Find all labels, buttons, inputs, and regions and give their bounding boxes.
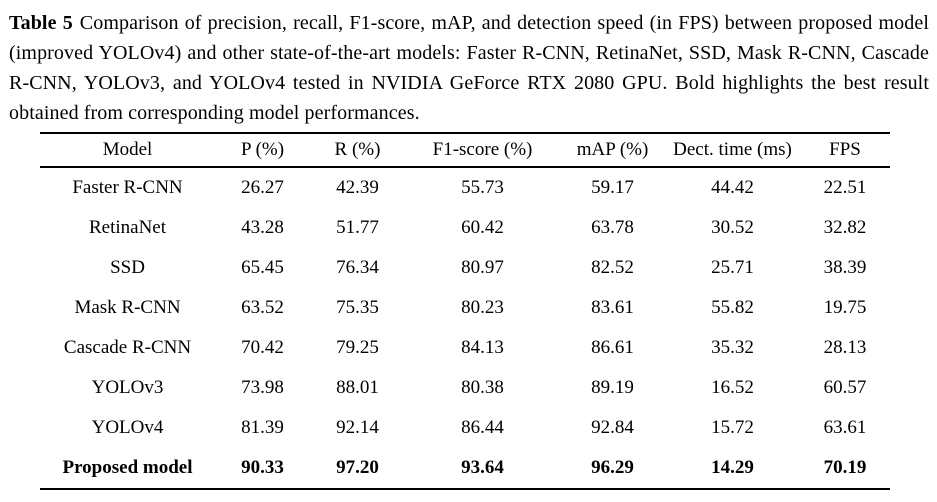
metric-value-cell: 92.14 xyxy=(336,417,379,438)
metric-value-cell: 65.45 xyxy=(241,257,284,278)
column-header-f1-score: F1-score (%) xyxy=(405,133,560,168)
metric-value-cell: 82.52 xyxy=(591,257,634,278)
column-header-precision: P (%) xyxy=(215,133,310,168)
metric-value-cell: 75.35 xyxy=(336,297,379,318)
table-caption-label: Table 5 xyxy=(9,12,73,34)
metric-value-cell: 80.23 xyxy=(461,297,504,318)
metric-value-cell: 19.75 xyxy=(823,297,867,318)
model-name-cell: YOLOv3 xyxy=(91,377,164,398)
metric-value-cell: 92.84 xyxy=(591,417,634,438)
metric-value-cell: 83.61 xyxy=(591,297,634,318)
metric-value-cell: 84.13 xyxy=(461,337,504,358)
paper-page: Table 5 Comparison of precision, recall, … xyxy=(0,0,937,490)
table-caption: Table 5 Comparison of precision, recall, … xyxy=(0,0,937,128)
table-header: Model P (%) R (%) F1-score (%) mAP (%) D… xyxy=(40,133,890,168)
metric-value-cell: 25.71 xyxy=(711,257,754,278)
header-row: Model P (%) R (%) F1-score (%) mAP (%) D… xyxy=(40,133,890,168)
metric-value-cell: 44.42 xyxy=(711,177,754,198)
metric-value-cell: 16.52 xyxy=(711,377,754,398)
metric-value-cell: 97.20 xyxy=(336,457,379,478)
metric-value-cell: 86.61 xyxy=(591,337,634,358)
column-header-fps: FPS xyxy=(800,133,890,168)
metric-value-cell: 93.64 xyxy=(461,457,504,478)
metric-value-cell: 35.32 xyxy=(711,337,754,358)
table-caption-text: Comparison of precision, recall, F1-scor… xyxy=(9,12,929,124)
table-row: RetinaNet 43.28 51.77 60.42 63.78 30.52 32.82 xyxy=(40,208,890,248)
model-name-cell: Faster R-CNN xyxy=(72,177,183,198)
metric-value-cell: 28.13 xyxy=(823,337,867,358)
metric-value-cell: 88.01 xyxy=(336,377,379,398)
table-row: Cascade R-CNN 70.42 79.25 84.13 86.61 35.32 28… xyxy=(40,328,890,368)
metric-value-cell: 60.42 xyxy=(461,217,504,238)
metric-value-cell: 86.44 xyxy=(461,417,504,438)
metric-value-cell: 89.19 xyxy=(591,377,634,398)
table-row: SSD 65.45 76.34 80.97 82.52 25.71 38.39 xyxy=(40,248,890,288)
metric-value-cell: 15.72 xyxy=(711,417,754,438)
model-name-cell: Cascade R-CNN xyxy=(63,337,192,358)
metric-value-cell: 14.29 xyxy=(711,457,754,478)
column-header-map: mAP (%) xyxy=(560,133,665,168)
metric-value-cell: 90.33 xyxy=(241,457,284,478)
metric-value-cell: 32.82 xyxy=(823,217,867,238)
metric-value-cell: 43.28 xyxy=(241,217,284,238)
metric-value-cell: 76.34 xyxy=(336,257,379,278)
results-table: Model P (%) R (%) F1-score (%) mAP (%) D… xyxy=(40,132,890,490)
table-body: Faster R-CNN 26.27 42.39 55.73 59.17 44.42 22.… xyxy=(40,167,890,489)
metric-value-cell: 63.78 xyxy=(591,217,634,238)
column-header-recall: R (%) xyxy=(310,133,405,168)
metric-value-cell: 70.19 xyxy=(823,457,867,478)
table-row: YOLOv4 81.39 92.14 86.44 92.84 15.72 63.61 xyxy=(40,408,890,448)
metric-value-cell: 26.27 xyxy=(241,177,284,198)
metric-value-cell: 96.29 xyxy=(591,457,634,478)
metric-value-cell: 38.39 xyxy=(823,257,867,278)
metric-value-cell: 63.61 xyxy=(823,417,867,438)
table-row: YOLOv3 73.98 88.01 80.38 89.19 16.52 60.57 xyxy=(40,368,890,408)
model-name-cell: RetinaNet xyxy=(88,217,167,238)
model-name-cell: YOLOv4 xyxy=(91,417,164,438)
column-header-model: Model xyxy=(40,133,215,168)
metric-value-cell: 79.25 xyxy=(336,337,379,358)
metric-value-cell: 22.51 xyxy=(823,177,867,198)
model-name-cell: Proposed model xyxy=(62,457,193,478)
metric-value-cell: 30.52 xyxy=(711,217,754,238)
metric-value-cell: 81.39 xyxy=(241,417,284,438)
column-header-dect-time: Dect. time (ms) xyxy=(665,133,800,168)
metric-value-cell: 55.73 xyxy=(461,177,504,198)
metric-value-cell: 63.52 xyxy=(241,297,284,318)
table-row: Mask R-CNN 63.52 75.35 80.23 83.61 55.82 19.75 xyxy=(40,288,890,328)
metric-value-cell: 70.42 xyxy=(241,337,284,358)
model-name-cell: SSD xyxy=(110,257,145,278)
metric-value-cell: 80.97 xyxy=(461,257,504,278)
table-row: Proposed model 90.33 97.20 93.64 96.29 14.29 7… xyxy=(40,448,890,489)
metric-value-cell: 55.82 xyxy=(711,297,754,318)
model-name-cell: Mask R-CNN xyxy=(74,297,181,318)
metric-value-cell: 51.77 xyxy=(336,217,379,238)
metric-value-cell: 42.39 xyxy=(336,177,379,198)
table-row: Faster R-CNN 26.27 42.39 55.73 59.17 44.42 22.… xyxy=(40,167,890,208)
metric-value-cell: 59.17 xyxy=(591,177,634,198)
metric-value-cell: 60.57 xyxy=(823,377,867,398)
metric-value-cell: 73.98 xyxy=(241,377,284,398)
metric-value-cell: 80.38 xyxy=(461,377,504,398)
